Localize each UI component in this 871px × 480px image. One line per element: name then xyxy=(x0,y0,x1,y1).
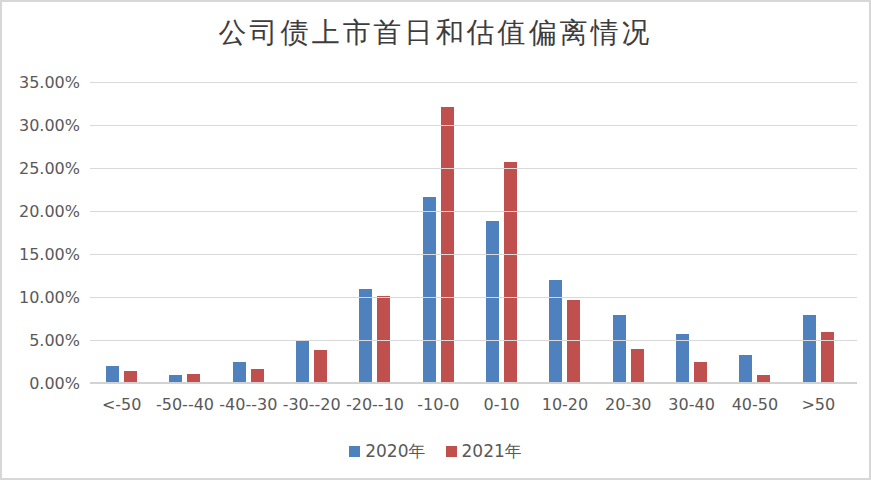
x-tick-label: -10-0 xyxy=(407,395,470,414)
plot-area xyxy=(90,83,857,384)
y-tick-label: 15.00% xyxy=(19,247,80,263)
x-axis: <-50-50--40-40--30-30--20-20--10-10-00-1… xyxy=(90,395,850,414)
gridline xyxy=(90,211,857,212)
bar-2020年--30--20 xyxy=(296,340,309,384)
gridline xyxy=(90,125,857,126)
bar-group xyxy=(787,83,850,384)
bar-group xyxy=(597,83,660,384)
y-tick-label: 25.00% xyxy=(19,161,80,177)
bar-2020年--20--10 xyxy=(359,289,372,384)
x-tick-label: -20--10 xyxy=(343,395,406,414)
bar-2021年--10-0 xyxy=(441,107,454,384)
x-tick-label: >50 xyxy=(787,395,850,414)
bars-area xyxy=(90,83,850,384)
gridline xyxy=(90,254,857,255)
legend: 2020年 2021年 xyxy=(2,440,869,463)
bar-2020年-40-50 xyxy=(739,355,752,384)
y-tick-label: 0.00% xyxy=(29,376,80,392)
bar-group xyxy=(723,83,786,384)
bar-2020年--40--30 xyxy=(233,362,246,384)
bar-2020年-30-40 xyxy=(676,334,689,384)
y-axis: 0.00%5.00%10.00%15.00%20.00%25.00%30.00%… xyxy=(2,83,80,384)
legend-swatch-icon xyxy=(349,446,360,457)
y-tick-label: 5.00% xyxy=(29,333,80,349)
bar-2021年-30-40 xyxy=(694,362,707,384)
bar-2020年->50 xyxy=(803,315,816,384)
legend-item-2020年: 2020年 xyxy=(349,440,425,463)
bar-group xyxy=(280,83,343,384)
x-tick-label: -50--40 xyxy=(153,395,216,414)
x-tick-label: <-50 xyxy=(90,395,153,414)
bar-group xyxy=(533,83,596,384)
x-tick-label: 30-40 xyxy=(660,395,723,414)
x-axis-line xyxy=(90,382,857,384)
x-tick-label: 40-50 xyxy=(723,395,786,414)
bar-2020年-10-20 xyxy=(549,280,562,384)
legend-swatch-icon xyxy=(446,446,457,457)
gridline xyxy=(90,340,857,341)
bar-group xyxy=(90,83,153,384)
y-tick-label: 30.00% xyxy=(19,118,80,134)
legend-item-2021年: 2021年 xyxy=(446,440,522,463)
bar-2021年-10-20 xyxy=(567,300,580,384)
chart-title: 公司债上市首日和估值偏离情况 xyxy=(2,14,869,52)
bar-group xyxy=(153,83,216,384)
bar-2021年-0-10 xyxy=(504,162,517,384)
y-tick-label: 35.00% xyxy=(19,75,80,91)
bar-2020年--10-0 xyxy=(423,197,436,384)
x-tick-label: 10-20 xyxy=(533,395,596,414)
chart-container: 公司债上市首日和估值偏离情况 0.00% 5.00% 10.00% 15.00% 20.… xyxy=(0,0,871,480)
x-tick-label: 0-10 xyxy=(470,395,533,414)
bar-2020年-0-10 xyxy=(486,221,499,384)
bar-group xyxy=(407,83,470,384)
y-tick-label: 20.00% xyxy=(19,204,80,220)
gridline xyxy=(90,82,857,83)
legend-label: 2021年 xyxy=(462,440,522,463)
bar-2021年--30--20 xyxy=(314,350,327,384)
bar-group xyxy=(343,83,406,384)
x-tick-label: -30--20 xyxy=(280,395,343,414)
x-tick-label: 20-30 xyxy=(597,395,660,414)
legend-label: 2020年 xyxy=(365,440,425,463)
bar-2020年-20-30 xyxy=(613,315,626,384)
bar-group xyxy=(217,83,280,384)
y-tick-label: 10.00% xyxy=(19,290,80,306)
x-tick-label: -40--30 xyxy=(217,395,280,414)
gridline xyxy=(90,168,857,169)
gridline xyxy=(90,297,857,298)
bar-group xyxy=(470,83,533,384)
bar-2021年-20-30 xyxy=(631,349,644,384)
bar-group xyxy=(660,83,723,384)
